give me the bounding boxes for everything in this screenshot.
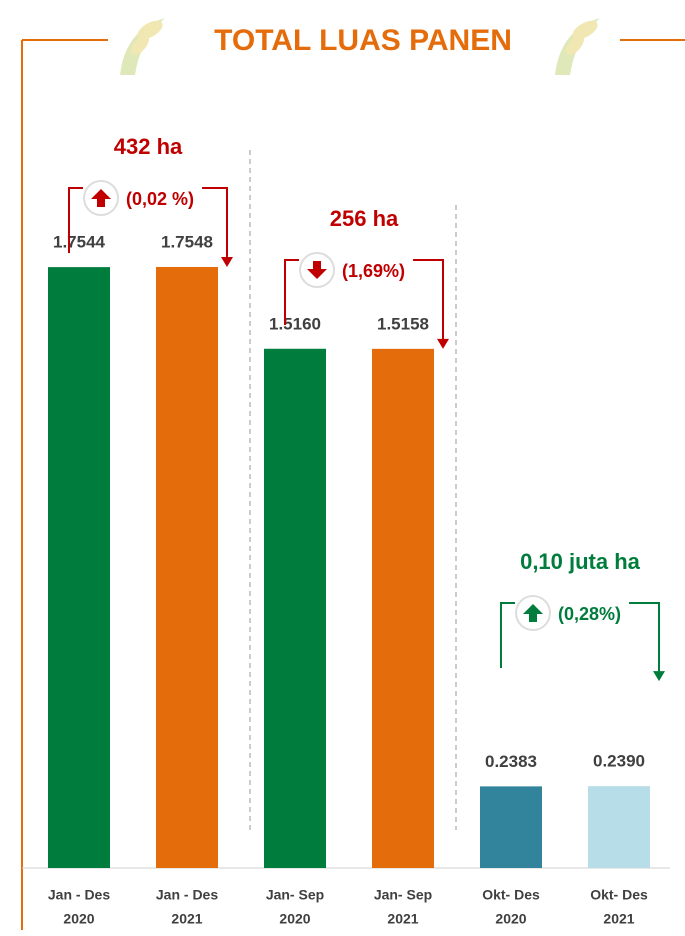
bracket: [68, 187, 83, 253]
rice-icon: [555, 18, 600, 75]
bracket: [500, 602, 515, 668]
bracket: [413, 259, 444, 341]
bar: [588, 786, 650, 868]
x-tick-label: Jan- Sep: [266, 887, 324, 903]
value-label: 1.7548: [161, 232, 213, 251]
x-tick-label: Okt- Des: [482, 887, 540, 903]
value-label: 0.2383: [485, 752, 537, 771]
chart-title: TOTAL LUAS PANEN: [214, 24, 512, 57]
change-label: (0,28%): [558, 604, 621, 624]
bracket: [284, 259, 299, 325]
annotation-label: 432 ha: [114, 134, 183, 159]
arrow-head: [221, 256, 233, 267]
bar: [48, 267, 110, 868]
bar: [156, 266, 218, 869]
x-tick-label: Jan- Sep: [374, 887, 432, 903]
x-tick-label: 2020: [63, 911, 94, 927]
rice-icon: [120, 18, 165, 75]
bracket: [629, 602, 660, 674]
x-tick-label: Okt- Des: [590, 887, 648, 903]
change-icon: [523, 604, 543, 622]
change-icon: [307, 261, 327, 279]
value-label: 0.2390: [593, 752, 645, 771]
x-tick-label: 2021: [603, 911, 634, 927]
change-icon: [91, 189, 111, 207]
value-label: 1.7544: [53, 233, 106, 252]
x-tick-label: Jan - Des: [156, 887, 218, 903]
x-tick-label: 2020: [495, 911, 526, 927]
arrow-head: [437, 338, 449, 349]
bar: [480, 786, 542, 868]
x-tick-label: Jan - Des: [48, 887, 110, 903]
x-tick-label: 2020: [279, 911, 310, 927]
bracket: [202, 187, 228, 259]
value-label: 1.5160: [269, 314, 321, 333]
bar: [372, 348, 434, 868]
annotation-label: 256 ha: [330, 206, 399, 231]
x-tick-label: 2021: [387, 911, 418, 927]
value-label: 1.5158: [377, 314, 429, 333]
x-tick-label: 2021: [171, 911, 202, 927]
arrow-head: [653, 671, 665, 682]
change-label: (0,02 %): [126, 189, 194, 209]
annotation-label: 0,10 juta ha: [520, 549, 641, 574]
change-label: (1,69%): [342, 261, 405, 281]
bar: [264, 348, 326, 868]
